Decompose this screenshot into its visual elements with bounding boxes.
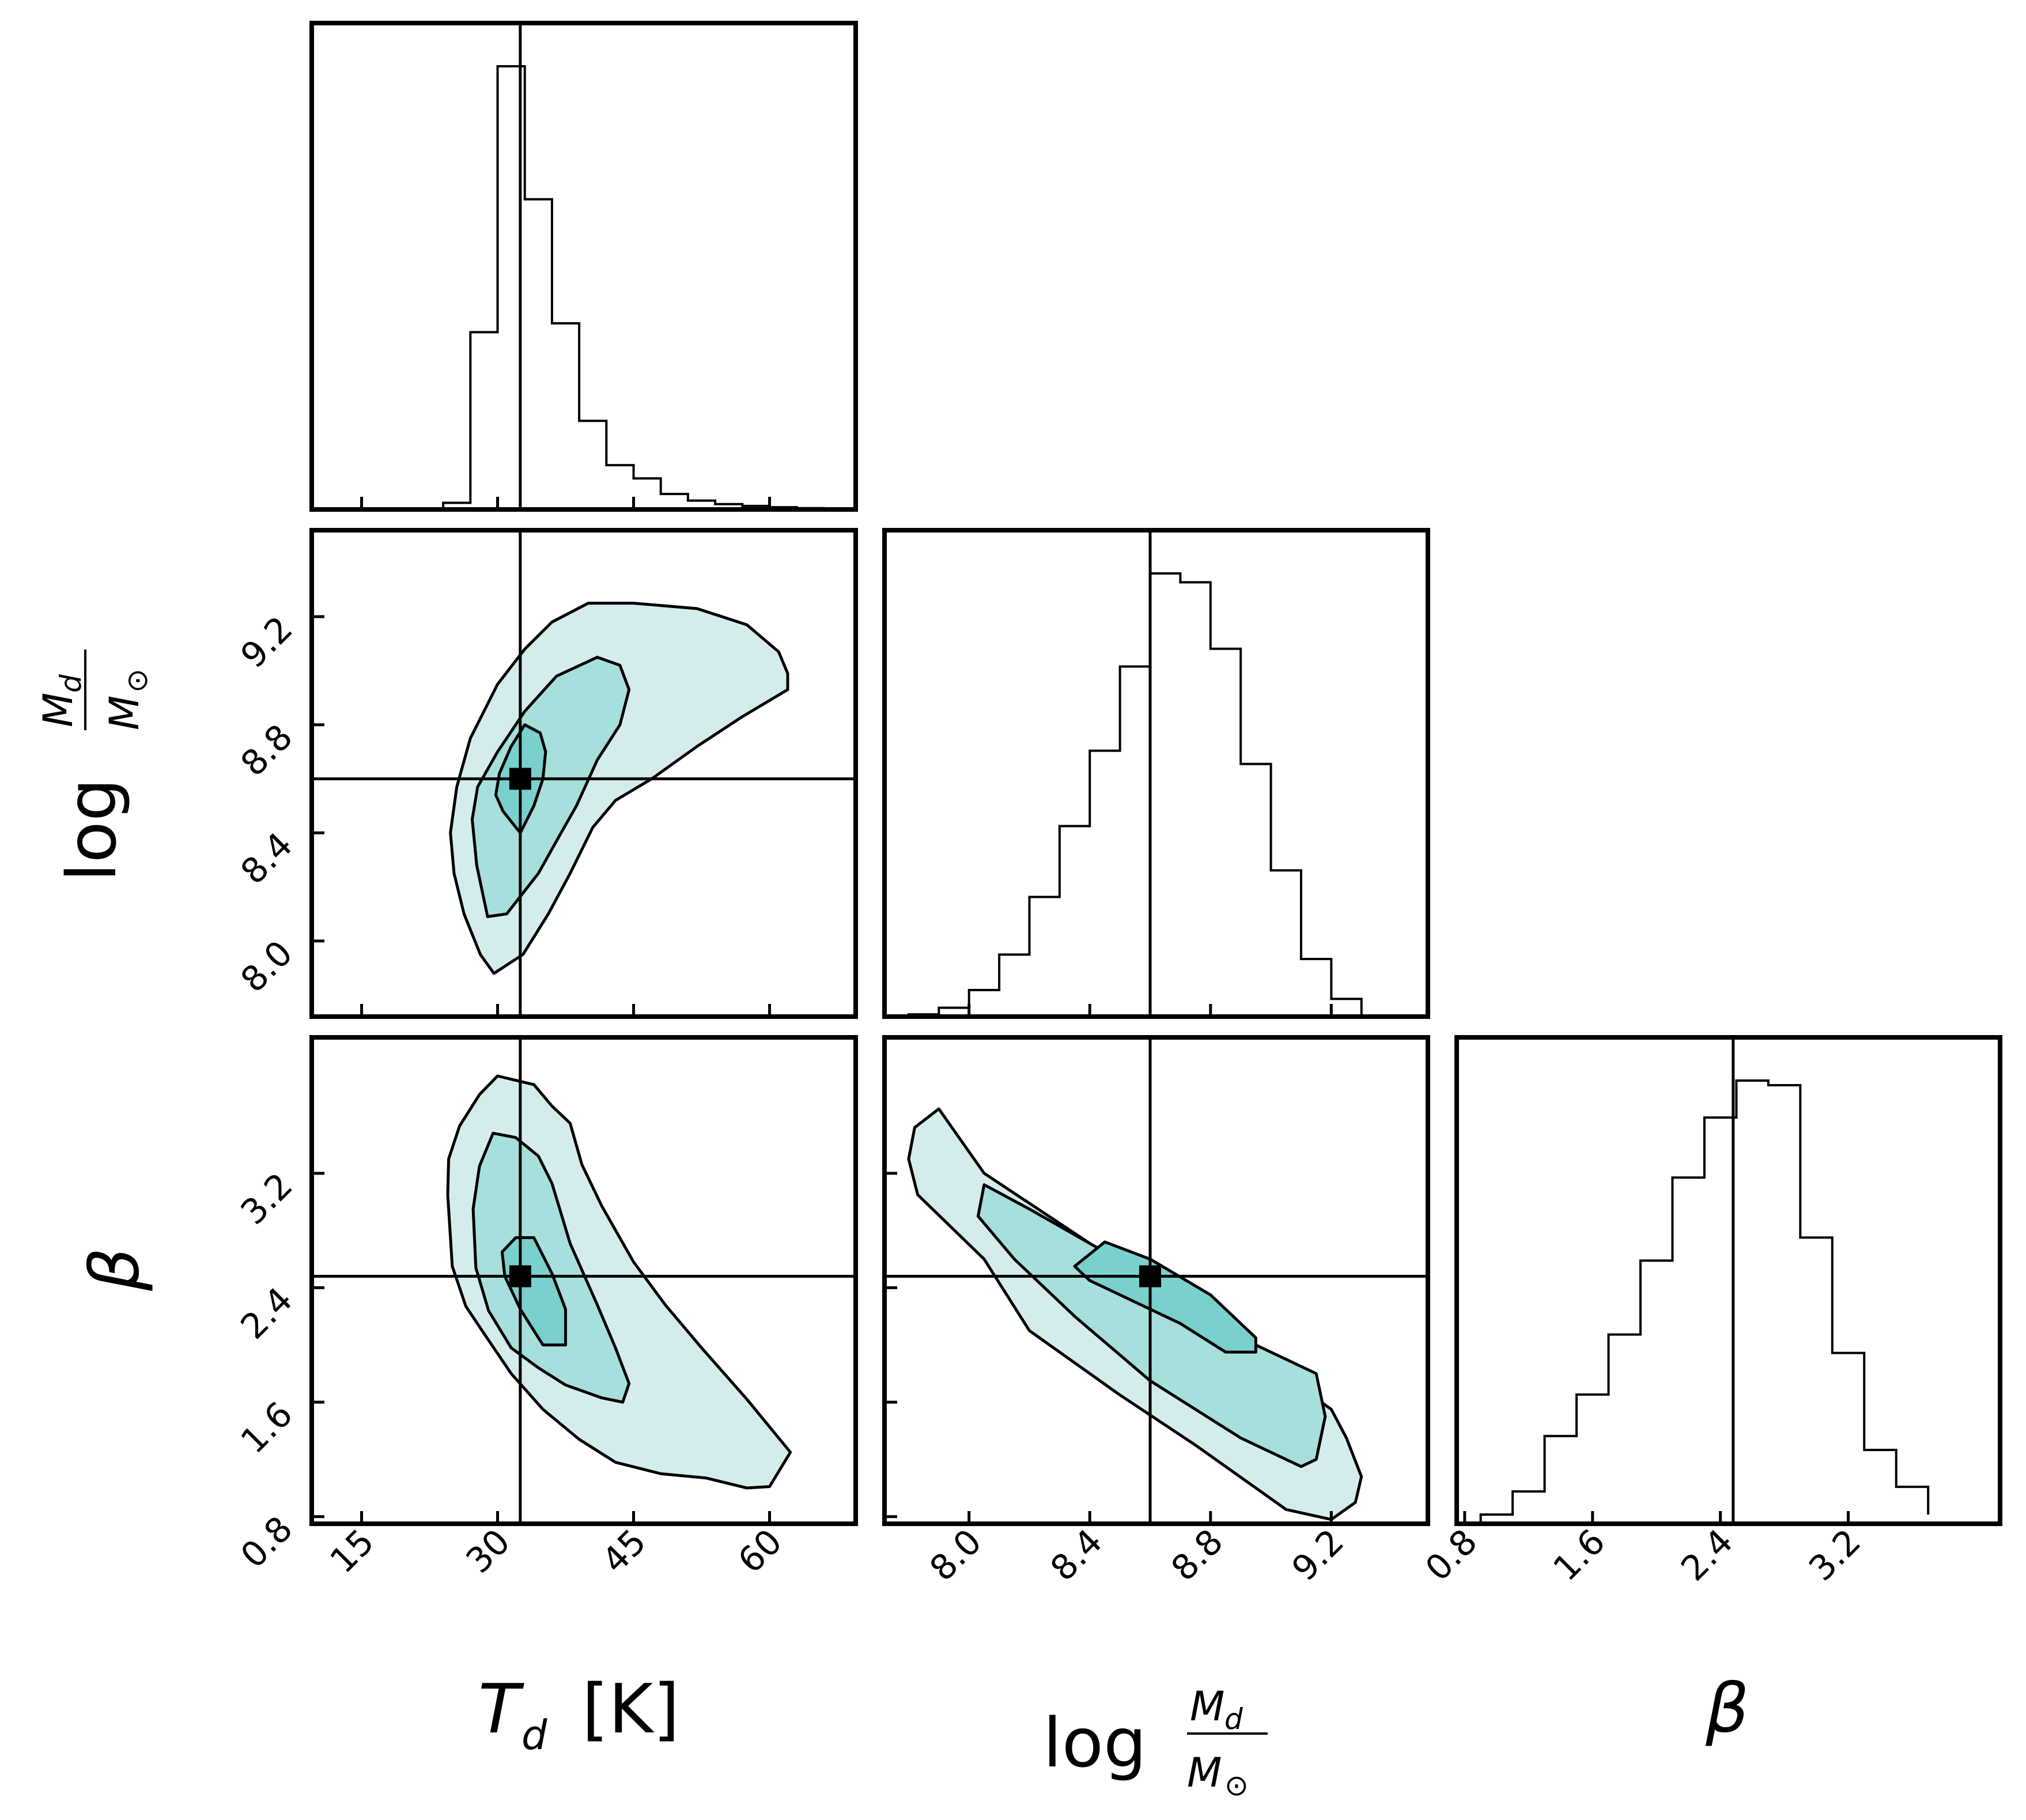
x-tick-label: 2.4 xyxy=(1673,1521,1741,1589)
x-tick-label: 0.8 xyxy=(1418,1521,1486,1589)
x-axis-title-beta-symbol: β xyxy=(1705,1668,1749,1748)
y-tick-label: 1.6 xyxy=(233,1394,301,1462)
y-tick-label: 0.8 xyxy=(233,1509,301,1576)
x-tick-label: 60 xyxy=(731,1521,790,1581)
x-tick-label: 8.8 xyxy=(1163,1521,1231,1589)
truth-marker-log_Md_vs_T_d xyxy=(509,768,531,790)
contour-level-3-beta_vs_log_Md xyxy=(1073,1240,1257,1354)
x-tick-label: 15 xyxy=(323,1521,382,1581)
y-tick-label: 8.0 xyxy=(233,933,301,1000)
x-axis-title-beta: β xyxy=(1705,1668,1749,1748)
y-tick-label: 2.4 xyxy=(233,1280,301,1347)
x-axis-title-T_d: T d [K] xyxy=(478,1669,679,1759)
tick-layer: 15 30 45 60 8.0 8.4 8.8 9.2 0.8 1.6 2.4 3.2 8.0 8.4 8.… xyxy=(233,497,1869,1589)
histogram-step-T_d xyxy=(442,65,853,509)
contour-panel-beta_vs_log_Md xyxy=(885,1037,1428,1524)
y-axis-title-logMd: log M d M ⊙ xyxy=(35,650,154,882)
x-axis-title-logMd-num-sub: d xyxy=(1224,1702,1243,1736)
truth-marker-beta_vs_T_d xyxy=(509,1265,531,1287)
x-tick-label: 8.4 xyxy=(1043,1521,1110,1589)
x-tick-label: 30 xyxy=(459,1521,518,1581)
x-tick-label: 45 xyxy=(595,1521,654,1581)
panel-frame-2-0 xyxy=(309,1035,858,1526)
contour-level-2-beta_vs_T_d xyxy=(471,1131,631,1404)
panel-frame-1-1 xyxy=(882,528,1430,1019)
contour-level-1-log_Md_vs_T_d xyxy=(449,602,789,975)
x-axis-title-logMd-den: M xyxy=(1187,1749,1222,1796)
y-axis-title-logMd-prefix: log xyxy=(52,778,131,882)
histogram-beta xyxy=(1479,1037,1930,1524)
x-axis-title-logMd: log M d M ⊙ xyxy=(1043,1683,1268,1802)
x-tick-label: 1.6 xyxy=(1545,1521,1613,1589)
y-axis-title-logMd-num-sub: d xyxy=(54,674,88,693)
x-axis-title-T-symbol: T xyxy=(478,1669,524,1749)
x-axis-title-logMd-prefix: log xyxy=(1043,1703,1147,1783)
panels-layer xyxy=(309,21,2002,1526)
contour-panel-beta_vs_T_d xyxy=(312,1037,856,1524)
x-axis-title-T-subscript: d xyxy=(521,1712,547,1759)
y-axis-title-logMd-den: M xyxy=(101,696,148,730)
histogram-step-log_Md xyxy=(907,572,1363,1017)
x-tick-label: 8.0 xyxy=(922,1521,989,1589)
x-axis-title-logMd-num: M xyxy=(1190,1683,1224,1730)
x-axis-title-logMd-den-sub: ⊙ xyxy=(1224,1769,1249,1802)
panel-frame-0-0 xyxy=(309,21,858,512)
panel-frame-2-1 xyxy=(882,1035,1430,1526)
y-tick-label: 8.8 xyxy=(233,717,301,784)
x-tick-label: 3.2 xyxy=(1801,1521,1869,1589)
y-axis-title-beta: β xyxy=(75,1248,154,1292)
y-axis-title-logMd-num: M xyxy=(35,693,82,727)
panel-frame-2-2 xyxy=(1454,1035,2002,1526)
y-tick-label: 8.4 xyxy=(233,825,301,892)
y-tick-label: 9.2 xyxy=(233,609,301,676)
y-axis-title-logMd-den-sub: ⊙ xyxy=(120,669,154,693)
histogram-T_d xyxy=(442,23,853,509)
contour-level-2-log_Md_vs_T_d xyxy=(471,655,631,918)
contour-panel-log_Md_vs_T_d xyxy=(312,530,856,1017)
histogram-step-beta xyxy=(1479,1079,1930,1524)
contour-level-3-beta_vs_T_d xyxy=(500,1236,567,1347)
y-axis-title-beta-symbol: β xyxy=(75,1248,154,1292)
panel-frame-1-0 xyxy=(309,528,858,1019)
y-tick-label: 3.2 xyxy=(233,1165,301,1233)
histogram-log_Md xyxy=(907,530,1363,1017)
truth-marker-beta_vs_log_Md xyxy=(1139,1265,1162,1287)
x-axis-title-T-unit: [K] xyxy=(582,1669,679,1749)
x-tick-label: 9.2 xyxy=(1284,1521,1352,1589)
